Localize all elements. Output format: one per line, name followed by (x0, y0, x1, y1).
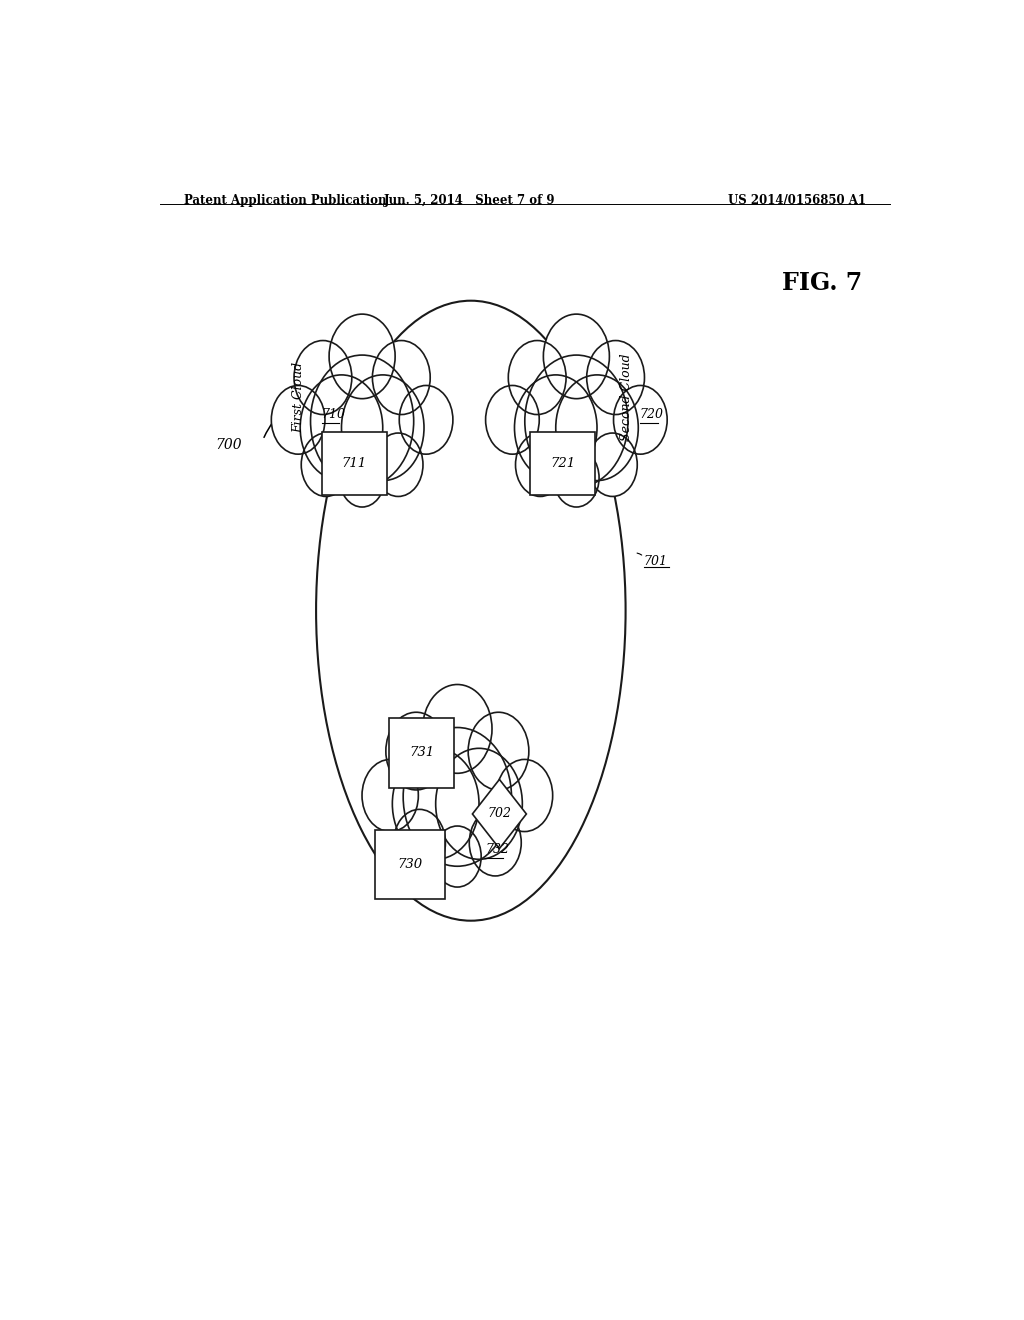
Text: 721: 721 (550, 457, 575, 470)
Circle shape (300, 375, 383, 480)
Circle shape (544, 314, 609, 399)
Circle shape (329, 314, 395, 399)
Circle shape (310, 355, 414, 487)
Polygon shape (472, 779, 526, 849)
Circle shape (435, 748, 522, 859)
Circle shape (554, 449, 599, 507)
Circle shape (556, 375, 638, 480)
Text: 701: 701 (644, 554, 668, 568)
Circle shape (374, 433, 423, 496)
Circle shape (339, 449, 385, 507)
Circle shape (301, 433, 351, 496)
Circle shape (373, 341, 430, 414)
Text: 720: 720 (640, 408, 664, 421)
Text: 700: 700 (215, 438, 242, 451)
Text: Patent Application Publication: Patent Application Publication (183, 194, 386, 207)
Circle shape (485, 385, 540, 454)
Text: 730: 730 (397, 858, 422, 871)
Text: Second Cloud: Second Cloud (620, 354, 633, 441)
Circle shape (399, 385, 453, 454)
Text: Jun. 5, 2014   Sheet 7 of 9: Jun. 5, 2014 Sheet 7 of 9 (384, 194, 555, 207)
Text: FIG. 7: FIG. 7 (782, 272, 862, 296)
Bar (322, 432, 387, 495)
Circle shape (362, 759, 419, 832)
Circle shape (588, 433, 637, 496)
Text: 702: 702 (487, 808, 511, 821)
Bar (375, 830, 444, 899)
Circle shape (392, 748, 479, 859)
Circle shape (271, 385, 325, 454)
Circle shape (468, 713, 528, 789)
Text: 711: 711 (342, 457, 367, 470)
Text: 710: 710 (322, 408, 346, 421)
Circle shape (469, 809, 521, 876)
Circle shape (514, 375, 597, 480)
Circle shape (587, 341, 644, 414)
Text: 732: 732 (485, 843, 509, 857)
Circle shape (497, 759, 553, 832)
Circle shape (613, 385, 668, 454)
Circle shape (403, 727, 512, 866)
Circle shape (433, 826, 481, 887)
Text: 731: 731 (409, 747, 434, 759)
Text: US 2014/0156850 A1: US 2014/0156850 A1 (728, 194, 866, 207)
Bar (389, 718, 455, 788)
Circle shape (524, 355, 628, 487)
Circle shape (386, 713, 446, 789)
Circle shape (341, 375, 424, 480)
Bar (530, 432, 595, 495)
Circle shape (515, 433, 565, 496)
Circle shape (393, 809, 445, 876)
Circle shape (508, 341, 566, 414)
Circle shape (423, 685, 492, 774)
Text: First Cloud: First Cloud (292, 362, 305, 433)
Circle shape (294, 341, 352, 414)
